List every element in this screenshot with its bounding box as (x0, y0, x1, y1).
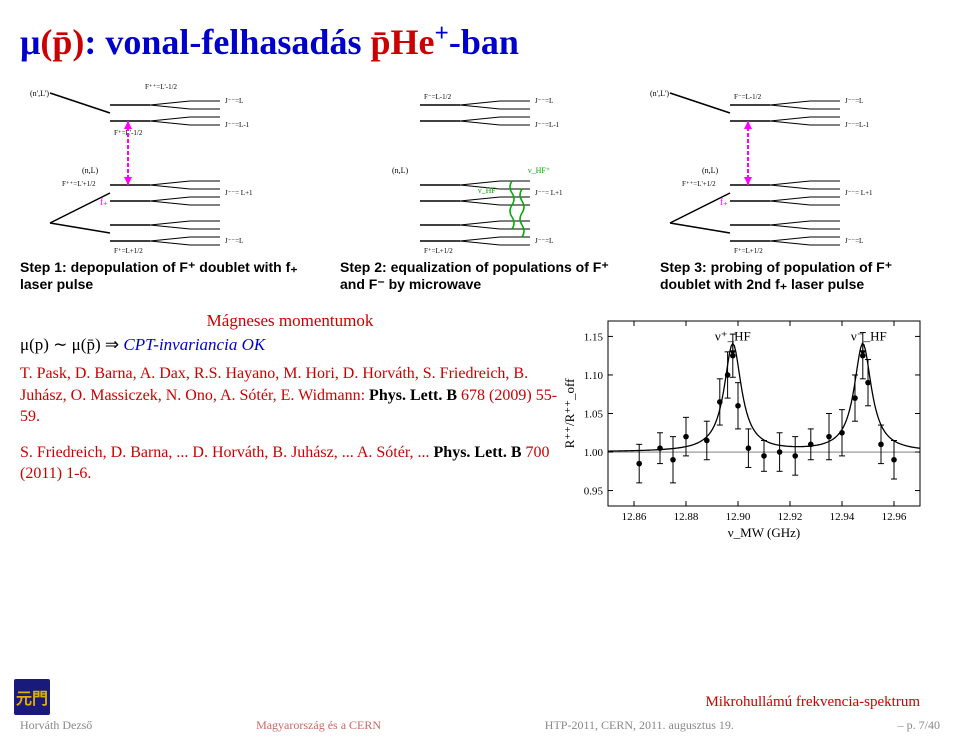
step-1: Step 1: depopulation of F⁺ doublet with … (20, 259, 300, 293)
cpt-formula: μ(p) ∼ μ(p̄) ⇒ (20, 335, 123, 354)
label2-Fm: F⁻=L-1/2 (424, 93, 452, 101)
label-nL: (n,L) (82, 166, 99, 175)
svg-text:12.96: 12.96 (882, 511, 907, 523)
footer-event: HTP-2011, CERN, 2011. augusztus 19. (545, 718, 734, 733)
label-nuHFp: ν_HF⁺ (528, 166, 550, 175)
label-fplus: f₊ (100, 197, 108, 207)
label2-nL: (n,L) (392, 166, 409, 175)
label-Fpp2: F⁺⁺=L'+1/2 (62, 180, 96, 188)
logo-badge: 元門 (14, 679, 50, 715)
label2-JmmL2: J⁻⁻=L (535, 237, 553, 245)
footer-author: Horváth Dezső (20, 718, 92, 733)
label-JmmL2: J⁻⁻=L (225, 237, 243, 245)
step-3-text: Step 3: probing of population of F⁺ doub… (660, 259, 892, 292)
label3-Fpp2: F⁺⁺=L'+1/2 (682, 180, 716, 188)
footer-title: Magyarország és a CERN (256, 718, 381, 733)
title-mid: : vonal-felhasadás (84, 22, 370, 62)
label-JmmLm1: J⁻⁻=L-1 (225, 121, 250, 129)
svg-text:1.10: 1.10 (584, 370, 604, 382)
label3-nLprime: (n',L') (650, 89, 669, 98)
plot-caption: Mikrohullámú frekvencia-spektrum (705, 694, 920, 711)
step-2: Step 2: equalization of populations of F… (340, 259, 620, 293)
label2-JmmLp1: J⁻⁻= L+1 (535, 189, 563, 197)
label3-Fm: F⁻=L-1/2 (734, 93, 762, 101)
label-JmmLp1: J⁻⁻= L+1 (225, 189, 253, 197)
label2-JmmLm1: J⁻⁻=L-1 (535, 121, 560, 129)
label-nuHFm: ν_HF⁻ (478, 186, 500, 195)
step-3: Step 3: probing of population of F⁺ doub… (660, 259, 940, 293)
svg-text:12.90: 12.90 (726, 511, 751, 523)
magnetic-moments-line: Mágneses momentumok (20, 311, 560, 331)
label-nLprime: (n',L') (30, 89, 49, 98)
svg-text:1.15: 1.15 (584, 331, 604, 343)
slide-title: μ(p̄): vonal-felhasadás p̄He+-ban (20, 20, 940, 63)
level-diagram-row: (n',L') F⁺⁺=L'-1/2 F⁺=L'-1/2 J⁻⁻=L J⁻⁻=L… (20, 73, 940, 253)
svg-text:ν⁻_HF: ν⁻_HF (851, 328, 887, 343)
svg-text:1.00: 1.00 (584, 447, 604, 459)
content-row: Mágneses momentumok μ(p) ∼ μ(p̄) ⇒ CPT-i… (20, 311, 940, 541)
authors2-text: S. Friedreich, D. Barna, ... D. Horváth,… (20, 444, 434, 461)
svg-text:12.88: 12.88 (674, 511, 699, 523)
title-end: -ban (449, 22, 519, 62)
label3-JmmLm1: J⁻⁻=L-1 (845, 121, 870, 129)
label-Fpp: F⁺⁺=L'-1/2 (145, 83, 178, 91)
svg-text:12.94: 12.94 (830, 511, 855, 523)
cpt-ok: CPT-invariancia OK (123, 335, 265, 354)
svg-text:ν⁺_HF: ν⁺_HF (715, 328, 751, 343)
level-diagram-1: (n',L') F⁺⁺=L'-1/2 F⁺=L'-1/2 J⁻⁻=L J⁻⁻=L… (20, 73, 320, 253)
svg-text:ν_MW (GHz): ν_MW (GHz) (728, 525, 800, 540)
label3-JmmL2: J⁻⁻=L (845, 237, 863, 245)
journal2: Phys. Lett. B (434, 444, 522, 461)
svg-text:0.95: 0.95 (584, 486, 604, 498)
footer: Horváth Dezső Magyarország és a CERN HTP… (20, 718, 940, 733)
svg-text:1.05: 1.05 (584, 409, 604, 421)
title-pbar: (p̄) (40, 22, 84, 62)
step-1-text: Step 1: depopulation of F⁺ doublet with … (20, 259, 298, 292)
authors-block-2: S. Friedreich, D. Barna, ... D. Horváth,… (20, 442, 560, 485)
frequency-spectrum-plot: 0.95 1.00 1.05 1.10 1.15 12.86 12.88 12.90 12.92… (560, 311, 930, 541)
svg-text:12.92: 12.92 (778, 511, 803, 523)
journal1: Phys. Lett. B (369, 387, 457, 404)
left-text-column: Mágneses momentumok μ(p) ∼ μ(p̄) ⇒ CPT-i… (20, 311, 560, 541)
footer-page: – p. 7/40 (898, 718, 940, 733)
label2-JmmL: J⁻⁻=L (535, 97, 553, 105)
label-JmmL: J⁻⁻=L (225, 97, 243, 105)
level-diagram-3: (n',L') F⁻=L-1/2 J⁻⁻=L J⁻⁻=L-1 (n,L) F⁺⁺… (640, 73, 940, 253)
label2-Fp2: F⁺=L+1/2 (424, 247, 453, 253)
label3-JmmL: J⁻⁻=L (845, 97, 863, 105)
label3-fplus: f₊ (720, 197, 728, 207)
svg-text:R⁺⁺/R⁺⁺_off: R⁺⁺/R⁺⁺_off (562, 378, 577, 448)
authors-block-1: T. Pask, D. Barna, A. Dax, R.S. Hayano, … (20, 363, 560, 428)
level-diagram-2: F⁻=L-1/2 J⁻⁻=L J⁻⁻=L-1 (n,L) F⁺=L+1/2 J⁻… (330, 73, 630, 253)
title-mu: μ (20, 22, 40, 62)
label3-JmmLp1: J⁻⁻= L+1 (845, 189, 873, 197)
title-sup: + (434, 20, 448, 47)
step-2-text: Step 2: equalization of populations of F… (340, 259, 609, 292)
title-phe: p̄He (370, 22, 434, 62)
label-Fp2: F⁺=L+1/2 (114, 247, 143, 253)
step-row: Step 1: depopulation of F⁺ doublet with … (20, 259, 940, 293)
label3-nL: (n,L) (702, 166, 719, 175)
label3-Fp2: F⁺=L+1/2 (734, 247, 763, 253)
svg-text:12.86: 12.86 (622, 511, 647, 523)
